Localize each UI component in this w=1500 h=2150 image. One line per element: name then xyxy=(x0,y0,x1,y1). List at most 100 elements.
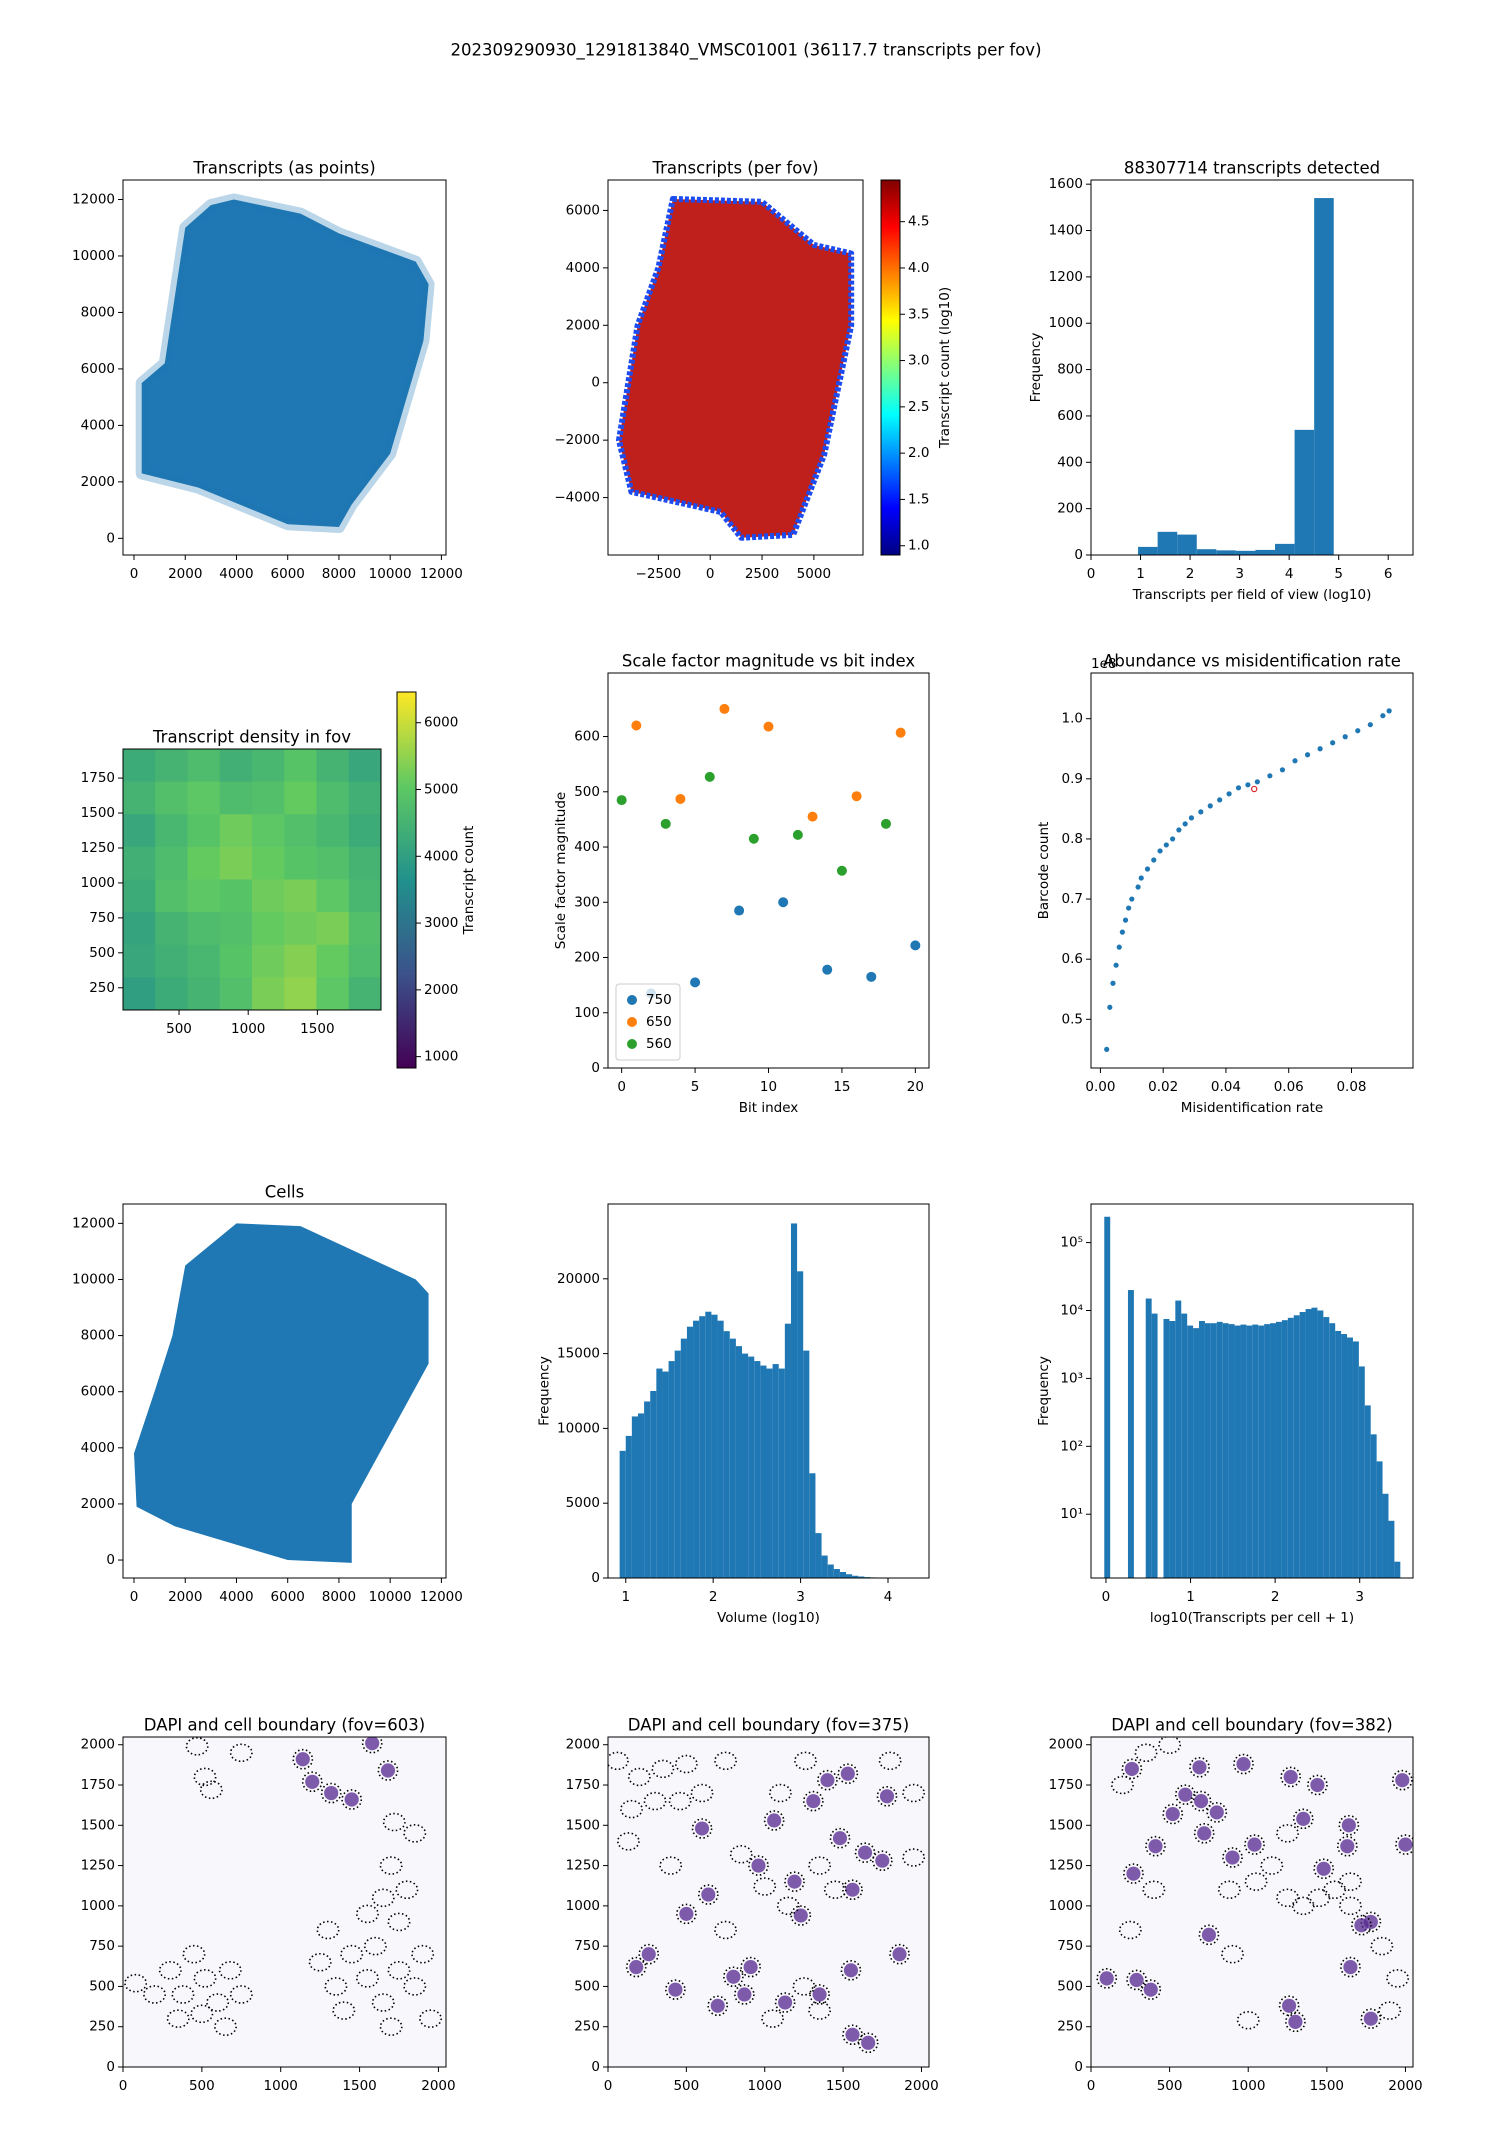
y-tick-label: 1000 xyxy=(81,1898,115,1914)
axes-frame xyxy=(122,748,382,1011)
heatmap-cell xyxy=(155,781,188,815)
cell-boundary xyxy=(356,1904,379,1924)
scatter-point xyxy=(734,905,745,916)
y-tick-label: 2000 xyxy=(81,474,115,490)
heatmap-cell xyxy=(348,781,381,815)
y-tick-label: 2000 xyxy=(81,1737,115,1753)
heatmap-cell xyxy=(284,944,317,978)
heatmap-cell xyxy=(219,749,253,783)
heatmap-cell xyxy=(187,977,221,1010)
panel-title: Cells xyxy=(265,1183,304,1202)
x-tick-label: 3 xyxy=(796,1589,805,1605)
hist-bar xyxy=(748,1356,755,1578)
y-tick-label: 6000 xyxy=(81,1384,115,1400)
scatter-point xyxy=(1188,815,1195,821)
scatter-point xyxy=(1110,980,1116,986)
cell-boundary xyxy=(320,1782,342,1804)
hist-bar xyxy=(815,1533,822,1578)
y-tick-label: 0 xyxy=(591,2059,600,2075)
hist-bar xyxy=(772,1364,779,1578)
hist-bar xyxy=(790,1223,798,1578)
hist-bar xyxy=(1364,1405,1371,1578)
cell-boundary xyxy=(643,1791,667,1811)
hist-bar xyxy=(852,1575,859,1578)
colorbar-tick-label: 3.0 xyxy=(908,353,929,369)
x-tick-label: 2500 xyxy=(745,566,779,582)
hist-bar xyxy=(699,1316,706,1578)
x-tick-label: 2000 xyxy=(904,2078,938,2094)
cell-boundary xyxy=(625,1956,647,1978)
cell-boundary xyxy=(753,1877,777,1896)
scatter-point xyxy=(1386,708,1392,714)
scatter-point xyxy=(1254,779,1260,785)
hist-bar xyxy=(1104,1216,1111,1578)
heatmap-cell xyxy=(252,814,285,848)
x-tick-label: 1500 xyxy=(300,1021,334,1037)
cell-boundary xyxy=(377,1760,399,1781)
x-tick-label: 0.00 xyxy=(1085,1079,1115,1095)
nucleus xyxy=(1225,1850,1240,1865)
y-tick-label: 1000 xyxy=(566,1898,600,1914)
heatmap-cell xyxy=(187,814,221,848)
x-axis-label: log10(Transcripts per cell + 1) xyxy=(1150,1610,1354,1626)
hist-bar xyxy=(705,1311,712,1578)
cell-boundary xyxy=(158,1961,182,1980)
cell-boundary xyxy=(1236,2010,1260,2030)
scatter-point xyxy=(778,897,789,908)
cell-boundary xyxy=(1111,1775,1134,1795)
point-cloud xyxy=(135,193,435,534)
scatter-point xyxy=(1176,827,1182,833)
hist-bar xyxy=(1177,534,1197,555)
y-tick-label: 400 xyxy=(574,839,600,855)
cell-boundary xyxy=(1126,1969,1147,1991)
nucleus xyxy=(1398,1837,1413,1852)
hist-bar xyxy=(1138,546,1158,555)
hist-bar xyxy=(686,1326,694,1578)
heatmap-cell xyxy=(187,749,221,783)
x-tick-label: 0.02 xyxy=(1148,1079,1178,1095)
x-axis-label: Volume (log10) xyxy=(717,1610,820,1626)
axes-background xyxy=(1091,673,1413,1068)
hist-bar xyxy=(754,1361,761,1578)
cell-boundary xyxy=(1370,1936,1394,1956)
nucleus xyxy=(1247,1837,1262,1852)
nucleus xyxy=(845,1882,860,1897)
colorbar-tick-label: 2.5 xyxy=(908,399,929,415)
hist-bar xyxy=(1305,1309,1312,1578)
y-tick-label: 1.0 xyxy=(1062,711,1083,727)
scatter-point xyxy=(1292,758,1298,764)
hist-bar xyxy=(1275,543,1295,555)
cell-boundary xyxy=(190,2004,214,2024)
y-tick-label: 1250 xyxy=(566,1858,600,1874)
scatter-point xyxy=(836,865,847,876)
colorbar xyxy=(396,691,417,1069)
cell-boundary xyxy=(332,2001,356,2020)
hist-bar xyxy=(656,1368,663,1578)
x-tick-label: 5 xyxy=(691,1079,700,1095)
legend-marker xyxy=(627,995,637,1005)
scatter-point xyxy=(1267,773,1273,779)
cell-boundary xyxy=(668,1791,692,1811)
scatter-point xyxy=(1126,905,1132,911)
cell-boundary xyxy=(1221,1944,1244,1964)
cell-boundary xyxy=(808,2001,831,2020)
heatmap-cell xyxy=(155,944,188,978)
hist-bar xyxy=(1204,1323,1211,1578)
hist-bar xyxy=(668,1361,675,1578)
colorbar-tick-label: 5000 xyxy=(424,782,458,798)
x-tick-label: 500 xyxy=(166,1021,192,1037)
hist-bar xyxy=(742,1353,749,1578)
hist-bar xyxy=(1175,1300,1182,1578)
point-cloud xyxy=(134,1223,429,1563)
y-tick-label: 2000 xyxy=(566,1737,600,1753)
nucleus xyxy=(812,1987,827,2002)
scatter-point xyxy=(807,811,818,822)
hist-bar xyxy=(1216,1321,1223,1578)
colorbar-tick-label: 2.0 xyxy=(908,445,929,461)
nucleus xyxy=(380,1763,396,1778)
cell-boundary xyxy=(1313,1858,1335,1880)
y-tick-label: 750 xyxy=(89,1938,115,1954)
heatmap-cell xyxy=(284,781,317,815)
y-tick-label: 0.6 xyxy=(1062,951,1083,967)
